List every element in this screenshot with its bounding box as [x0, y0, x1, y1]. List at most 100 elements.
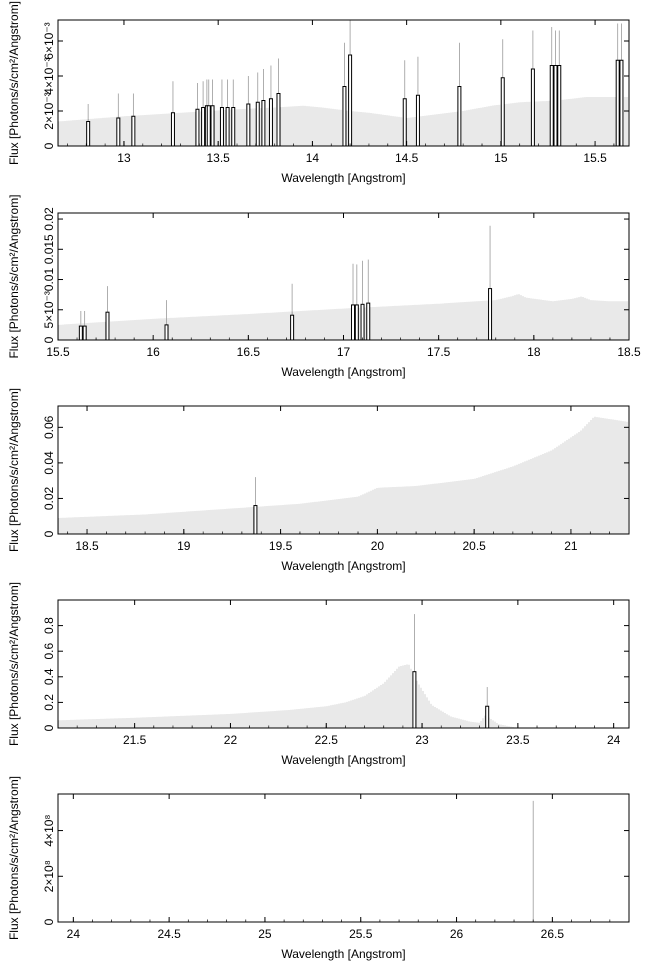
line-bar [210, 105, 215, 147]
line-bar [231, 107, 236, 147]
line-bar [164, 324, 169, 341]
plot-frame [57, 599, 630, 729]
x-tick-label: 18.5 [75, 539, 99, 553]
chart-panel-4: 21.5 22 22.5 23 23.5 24 0 0.2 0.4 0.6 0.8 Wavelengt… [7, 582, 630, 767]
line-bar [206, 105, 211, 147]
x-tick-label: 19 [177, 539, 191, 553]
line-bar [615, 59, 620, 147]
line-bar [170, 112, 175, 147]
line-bar [246, 103, 251, 147]
line-bar [86, 121, 91, 147]
y-tick-label: 0 [42, 530, 56, 537]
y-tick-label: 0.04 [42, 451, 56, 475]
y-tick-label: 0 [42, 142, 56, 149]
chart-panel-5: 24 24.5 25 25.5 26 26.5 0 2×10⁸ 4×10⁸ Wavelength … [7, 776, 630, 961]
line-bar [131, 115, 136, 147]
line-bar [276, 93, 281, 147]
y-axis-title: Flux [Photons/s/cm²/Angstrom] [7, 776, 21, 940]
line-bar [116, 117, 121, 147]
chart-panel-3: 18.5 19 19.5 20 20.5 21 0 0.02 0.04 0.06 Wavelengt… [7, 388, 630, 573]
x-axis-title: Wavelength [Angstrom] [281, 365, 405, 379]
y-tick-label: 0.01 [42, 268, 56, 292]
plot-frame [57, 405, 630, 535]
line-bar [619, 59, 624, 147]
line-bar [268, 98, 273, 147]
y-tick-label: 4×10⁻³ [42, 57, 56, 94]
x-tick-label: 13 [117, 151, 131, 165]
line-bar [354, 304, 359, 341]
x-tick-label: 18 [527, 345, 541, 359]
chart-panel-1: 13 13.5 14 14.5 15 15.5 0 2×10⁻³4×10⁻³6×10⁻³ Wav… [7, 1, 630, 185]
continuum-series [58, 664, 518, 728]
line-bar [485, 705, 490, 729]
x-tick-label: 14.5 [395, 151, 419, 165]
line-bar [530, 68, 535, 147]
line-bar [500, 77, 505, 147]
line-bar [342, 86, 347, 147]
x-tick-label: 26.5 [541, 927, 565, 941]
y-axis-title: Flux [Photons/s/cm²/Angstrom] [7, 388, 21, 552]
line-bar [351, 304, 356, 341]
line-bar [415, 94, 420, 147]
line-bar [201, 107, 206, 147]
x-tick-label: 15 [494, 151, 508, 165]
continuum-series [58, 416, 628, 534]
plot-frame [57, 793, 630, 923]
x-tick-label: 15.5 [583, 151, 607, 165]
x-tick-label: 20.5 [462, 539, 486, 553]
line-bar [105, 311, 110, 341]
line-bar [261, 100, 266, 147]
y-tick-label: 0.06 [42, 415, 56, 439]
y-tick-label: 6×10⁻³ [42, 22, 56, 59]
line-bar [366, 302, 371, 341]
x-tick-label: 24 [607, 733, 621, 747]
line-bar [412, 671, 417, 729]
x-tick-label: 20 [371, 539, 385, 553]
x-tick-label: 22.5 [315, 733, 339, 747]
y-tick-label: 0.6 [42, 643, 56, 660]
plot-frame [57, 19, 630, 147]
y-tick-label: 0.4 [42, 668, 56, 685]
x-tick-label: 17 [337, 345, 351, 359]
continuum-series [58, 294, 628, 340]
y-tick-label: 0 [42, 336, 56, 343]
y-tick-label: 0.02 [42, 486, 56, 510]
x-tick-label: 18.5 [617, 345, 641, 359]
line-bar [82, 325, 87, 341]
line-bar [255, 101, 260, 147]
x-tick-label: 25.5 [349, 927, 373, 941]
line-bar [557, 65, 562, 147]
y-tick-label: 4×10⁸ [42, 815, 56, 847]
x-tick-label: 16 [146, 345, 160, 359]
line-bar [348, 54, 353, 147]
line-bar [549, 65, 554, 147]
line-bar [553, 65, 558, 147]
line-bar [219, 107, 224, 147]
line-bar [195, 108, 200, 147]
y-tick-label: 0 [42, 724, 56, 731]
y-tick-label: 2×10⁻³ [42, 92, 56, 129]
line-bar [360, 303, 365, 341]
x-tick-label: 19.5 [269, 539, 293, 553]
x-tick-label: 14 [306, 151, 320, 165]
x-tick-label: 21.5 [123, 733, 147, 747]
x-axis-title: Wavelength [Angstrom] [281, 753, 405, 767]
line-bar [225, 107, 230, 147]
line-bar [253, 505, 258, 535]
x-axis-title: Wavelength [Angstrom] [281, 559, 405, 573]
line-bar [290, 314, 295, 341]
line-bar [488, 288, 493, 341]
x-tick-label: 23.5 [506, 733, 530, 747]
x-axis-title: Wavelength [Angstrom] [281, 171, 405, 185]
x-tick-label: 15.5 [46, 345, 70, 359]
y-tick-label: 0.015 [42, 234, 56, 264]
x-tick-label: 25 [258, 927, 272, 941]
x-tick-label: 24.5 [157, 927, 181, 941]
x-tick-label: 16.5 [237, 345, 261, 359]
y-tick-label: 0 [42, 918, 56, 925]
x-tick-label: 26 [450, 927, 464, 941]
x-axis-title: Wavelength [Angstrom] [281, 947, 405, 961]
line-bar [78, 325, 83, 341]
x-tick-label: 21 [564, 539, 578, 553]
y-tick-label: 2×10⁸ [42, 860, 56, 892]
